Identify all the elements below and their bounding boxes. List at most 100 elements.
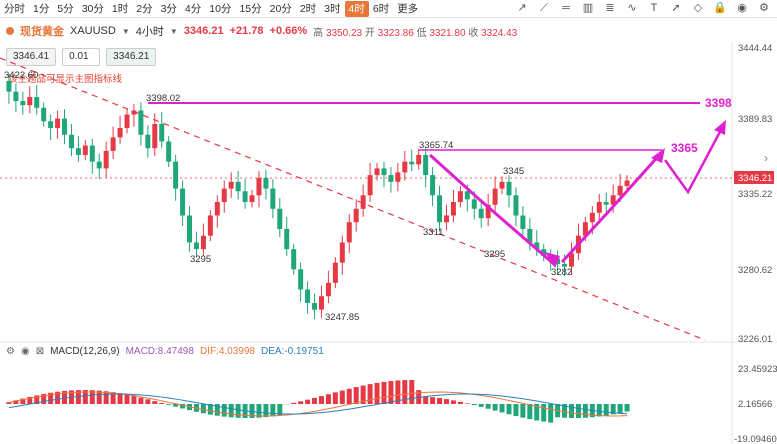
candle-body bbox=[305, 289, 311, 303]
candle-body bbox=[34, 97, 40, 108]
symbol-name[interactable]: 现货黄金 bbox=[20, 26, 64, 38]
candle-body bbox=[339, 242, 345, 263]
candle-body bbox=[41, 107, 47, 122]
macd-bar bbox=[82, 390, 88, 404]
timeframe-1[interactable]: 1分 bbox=[33, 2, 50, 15]
settings-icon[interactable]: ⚙ bbox=[6, 346, 15, 357]
arrow-icon[interactable]: ➚ bbox=[671, 2, 681, 14]
candle-body bbox=[464, 191, 470, 200]
candle-body bbox=[388, 175, 394, 182]
timeframe-3[interactable]: 30分 bbox=[81, 2, 104, 15]
price-change-pct: +0.66% bbox=[269, 25, 308, 37]
macd-bar bbox=[485, 404, 491, 409]
last-price: 3346.21 bbox=[183, 25, 224, 37]
annot-3311: 3311 bbox=[423, 227, 443, 238]
timeframe-6[interactable]: 3分 bbox=[160, 2, 177, 15]
timeframe-14[interactable]: 6时 bbox=[372, 2, 390, 15]
macd-bar bbox=[395, 380, 401, 404]
candle-body bbox=[75, 148, 81, 155]
macd-label: MACD(12,26,9) bbox=[50, 346, 120, 357]
candle-body bbox=[492, 188, 498, 205]
macd-bar bbox=[568, 404, 574, 418]
candle-body bbox=[55, 118, 61, 129]
macd-bar bbox=[312, 397, 318, 404]
ray-icon[interactable]: ⟋ bbox=[540, 2, 548, 14]
arrow-head-icon bbox=[714, 120, 726, 135]
macd-bar bbox=[256, 404, 262, 418]
candle-body bbox=[207, 215, 213, 236]
chevron-right-icon[interactable]: › bbox=[764, 151, 768, 165]
candle-body bbox=[228, 181, 234, 189]
candle-body bbox=[173, 161, 179, 189]
timeframe-4[interactable]: 1时 bbox=[111, 2, 129, 15]
timeframe-7[interactable]: 4分 bbox=[184, 2, 202, 15]
close-icon[interactable]: ⊠ bbox=[35, 346, 45, 357]
fib-icon[interactable]: ≣ bbox=[605, 2, 615, 14]
macd-bar bbox=[207, 404, 213, 415]
candle-body bbox=[110, 137, 116, 151]
candle-body bbox=[478, 208, 484, 219]
text-icon[interactable]: T bbox=[650, 2, 658, 14]
macd-bar bbox=[443, 399, 449, 404]
horizontal-line-icon[interactable]: ═ bbox=[562, 2, 570, 14]
candle-body bbox=[568, 253, 574, 267]
lock-icon[interactable]: 🔒 bbox=[713, 2, 727, 14]
macd-bar bbox=[492, 404, 498, 411]
timeframe-5[interactable]: 2分 bbox=[136, 2, 153, 15]
timeframe-9[interactable]: 15分 bbox=[239, 2, 262, 15]
candle-body bbox=[346, 222, 352, 243]
symbol-code[interactable]: XAUUSD bbox=[70, 25, 116, 37]
price-tick: 3444.44 bbox=[738, 43, 772, 54]
macd-legend: ⚙ ◉ ⊠ MACD(12,26,9) MACD:8.47498 DIF:4.0… bbox=[6, 346, 324, 357]
macd-bar bbox=[27, 396, 33, 404]
candle-body bbox=[443, 215, 449, 223]
pattern-icon[interactable]: ∿ bbox=[627, 2, 637, 14]
candle-body bbox=[221, 188, 227, 203]
macd-bar bbox=[346, 388, 352, 404]
period-selector[interactable]: 4小时 bbox=[135, 26, 164, 38]
timeframe-15[interactable]: 更多 bbox=[397, 2, 419, 15]
timeframe-12[interactable]: 3时 bbox=[324, 2, 341, 15]
macd-bar bbox=[6, 402, 12, 404]
candle-body bbox=[374, 168, 380, 176]
macd-bar bbox=[339, 390, 345, 404]
timeframe-13[interactable]: 4时 bbox=[344, 0, 369, 17]
macd-bar bbox=[110, 392, 116, 404]
timeframe-10[interactable]: 20分 bbox=[269, 2, 292, 15]
candle-body bbox=[596, 202, 602, 213]
candle-body bbox=[270, 188, 276, 209]
eye-icon[interactable]: ◉ bbox=[20, 346, 30, 357]
macd-bar bbox=[305, 399, 311, 404]
eye-icon[interactable]: ◉ bbox=[737, 2, 747, 14]
trend-line[interactable] bbox=[0, 57, 706, 341]
settings-icon[interactable]: ⚙ bbox=[759, 2, 769, 14]
macd-bar bbox=[381, 381, 387, 404]
indicator-warning: 该主题品可显示主图指标线 bbox=[8, 74, 123, 85]
timeframe-11[interactable]: 2时 bbox=[299, 2, 317, 15]
timeframe-2[interactable]: 5分 bbox=[57, 2, 74, 15]
trend-line-icon[interactable]: ↗ bbox=[517, 2, 527, 14]
macd-bar bbox=[180, 404, 186, 409]
timeframe-toolbar: 分时 1分 5分 30分 1时 2分 3分 4分 10分 15分 20分 2时 3时 4时 6时 更多 bbox=[0, 0, 777, 18]
macd-bar bbox=[325, 394, 331, 404]
sell-button[interactable]: 3346.41 bbox=[6, 48, 57, 66]
quantity-input[interactable]: 0.01 bbox=[62, 48, 101, 66]
price-change: +21.78 bbox=[229, 25, 264, 37]
projection-zigzag bbox=[663, 127, 724, 195]
chevron-down-icon[interactable]: ▼ bbox=[121, 26, 130, 36]
macd-bar bbox=[332, 392, 338, 404]
channel-icon[interactable]: ▥ bbox=[582, 2, 594, 14]
macd-bar bbox=[221, 404, 227, 417]
buy-button[interactable]: 3346.21 bbox=[106, 48, 157, 66]
candle-body bbox=[256, 177, 262, 196]
timeframe-8[interactable]: 10分 bbox=[209, 2, 232, 15]
timeframe-0[interactable]: 分时 bbox=[4, 2, 25, 15]
dif-line bbox=[8, 391, 628, 417]
chevron-down-icon[interactable]: ▼ bbox=[169, 26, 178, 36]
candle-body bbox=[353, 208, 359, 223]
macd-bar bbox=[548, 404, 554, 423]
eraser-icon[interactable]: ◇ bbox=[693, 2, 703, 14]
macd-bar bbox=[520, 404, 526, 418]
macd-bar bbox=[617, 404, 623, 414]
